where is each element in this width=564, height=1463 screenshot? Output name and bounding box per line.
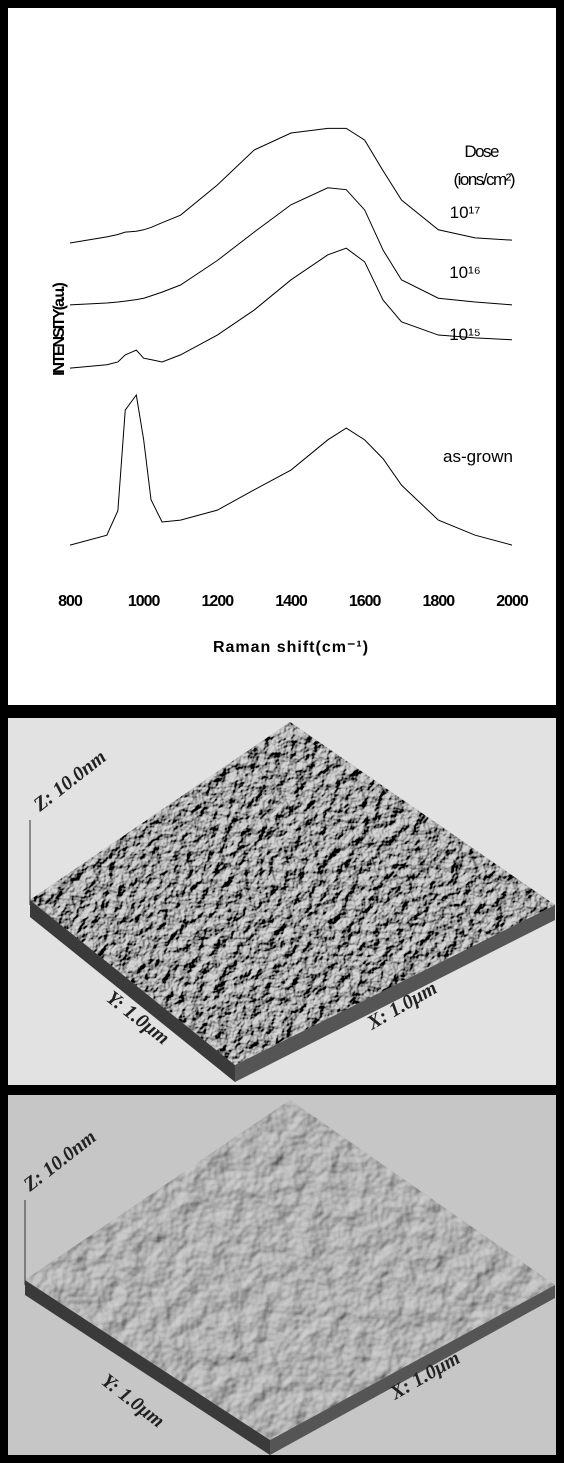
series-label: as-grown xyxy=(443,447,513,466)
series-label: 10¹⁶ xyxy=(449,263,481,282)
x-tick-label: 2000 xyxy=(496,593,529,610)
series-label: 10¹⁵ xyxy=(449,325,481,344)
x-tick-label: 800 xyxy=(58,593,83,610)
x-tick-label: 1000 xyxy=(128,593,161,610)
x-tick-label: 1600 xyxy=(349,593,382,610)
x-axis-label: Raman shift(cm⁻¹) xyxy=(213,639,369,656)
x-tick-label: 1800 xyxy=(423,593,456,610)
x-tick-label: 1200 xyxy=(202,593,235,610)
legend-title: Dose xyxy=(464,142,499,161)
y-axis-label: INTENSITY(a.u.) xyxy=(51,282,68,375)
legend-subtitle: (ions/cm²) xyxy=(453,170,514,189)
figure: Z: 10.0nm Y: 1.0μm X: 1.0μm Z: 10.0nm Y:… xyxy=(0,0,564,1463)
series-label: 10¹⁷ xyxy=(450,203,481,222)
x-tick-label: 1400 xyxy=(275,593,308,610)
